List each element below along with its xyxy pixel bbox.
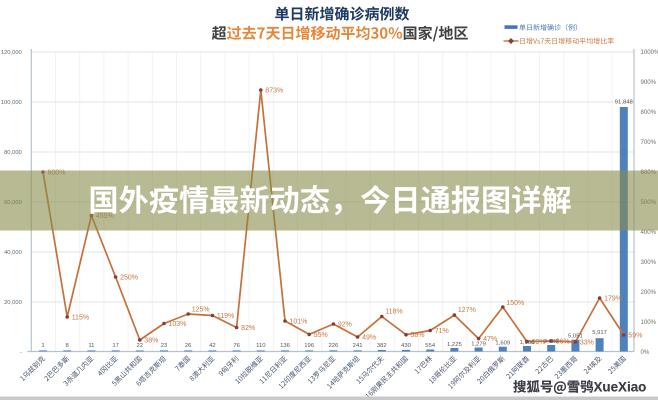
svg-text:26: 26 <box>185 343 192 349</box>
svg-text:1,225: 1,225 <box>447 342 462 348</box>
svg-text:47%: 47% <box>483 336 497 343</box>
svg-text:23: 23 <box>161 343 168 349</box>
svg-text:196: 196 <box>304 343 315 349</box>
svg-text:-: - <box>20 350 22 356</box>
svg-text:82%: 82% <box>241 325 255 332</box>
svg-text:101%: 101% <box>290 319 308 326</box>
svg-text:76: 76 <box>233 343 240 349</box>
svg-text:103%: 103% <box>169 321 187 328</box>
svg-text:382: 382 <box>377 343 387 349</box>
svg-text:92%: 92% <box>338 322 352 329</box>
svg-text:179%: 179% <box>604 296 622 303</box>
svg-text:80,000: 80,000 <box>4 150 22 156</box>
svg-text:125%: 125% <box>192 307 210 314</box>
svg-text:36%: 36% <box>556 339 570 346</box>
svg-text:33%: 33% <box>580 340 594 347</box>
svg-text:1,609: 1,609 <box>495 341 510 347</box>
svg-text:1,908: 1,908 <box>520 340 535 346</box>
svg-text:554: 554 <box>425 343 436 349</box>
svg-text:2,608: 2,608 <box>544 339 559 345</box>
svg-text:XueXiao: XueXiao <box>594 380 647 395</box>
svg-text:100%: 100% <box>641 319 657 326</box>
svg-text:700%: 700% <box>641 139 657 146</box>
svg-text:40,000: 40,000 <box>4 250 22 256</box>
svg-text:1000%: 1000% <box>641 49 658 56</box>
svg-text:20,000: 20,000 <box>4 300 22 306</box>
svg-text:100,000: 100,000 <box>1 100 22 106</box>
svg-text:118%: 118% <box>385 309 402 316</box>
svg-text:430: 430 <box>401 343 412 349</box>
svg-text:XueXiao: XueXiao <box>594 380 647 395</box>
svg-text:59%: 59% <box>628 333 642 340</box>
svg-text:42: 42 <box>209 343 216 349</box>
svg-text:400%: 400% <box>641 229 657 236</box>
svg-text:127%: 127% <box>458 307 476 314</box>
svg-text:8: 8 <box>66 343 70 349</box>
svg-text:900%: 900% <box>641 79 657 86</box>
svg-text:250%: 250% <box>120 275 138 282</box>
svg-text:200%: 200% <box>641 289 657 296</box>
svg-text:49%: 49% <box>362 335 376 342</box>
svg-text:11: 11 <box>88 343 94 349</box>
svg-text:5,051: 5,051 <box>568 333 583 339</box>
svg-text:1: 1 <box>41 343 44 349</box>
svg-text:120,000: 120,000 <box>1 50 22 56</box>
svg-text:226: 226 <box>328 343 339 349</box>
svg-text:22: 22 <box>137 343 144 349</box>
svg-text:136: 136 <box>280 343 291 349</box>
svg-text:38%: 38% <box>144 338 158 345</box>
svg-text:0%: 0% <box>641 349 650 356</box>
svg-text:58%: 58% <box>411 332 425 339</box>
svg-text:39%: 39% <box>532 339 546 346</box>
svg-text:115%: 115% <box>72 315 89 322</box>
svg-text:5,917: 5,917 <box>592 330 607 336</box>
svg-text:55%: 55% <box>314 332 328 339</box>
svg-text:300%: 300% <box>641 259 657 266</box>
svg-text:110: 110 <box>256 343 266 349</box>
svg-text:119%: 119% <box>217 313 234 320</box>
svg-text:800%: 800% <box>641 109 657 116</box>
svg-text:150%: 150% <box>506 300 524 307</box>
svg-text:873%: 873% <box>265 88 283 95</box>
svg-text:241: 241 <box>353 343 363 349</box>
svg-text:71%: 71% <box>435 328 449 335</box>
svg-text:91,848: 91,848 <box>615 100 634 106</box>
svg-text:1,279: 1,279 <box>471 342 486 348</box>
svg-text:17: 17 <box>112 343 119 349</box>
